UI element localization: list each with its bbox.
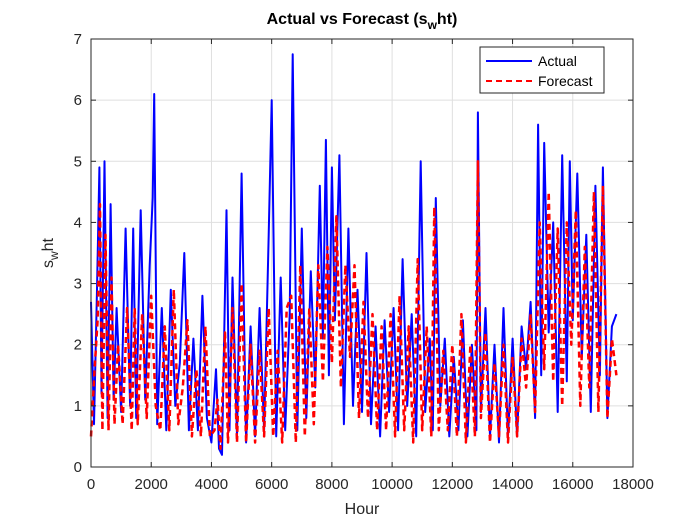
chart-title-subscript: w — [427, 18, 438, 32]
plot-frame — [90, 38, 634, 468]
y-tick-label: 7 — [74, 31, 82, 48]
x-tick-label: 6000 — [255, 476, 288, 493]
legend-label-forecast: Forecast — [538, 73, 593, 89]
x-tick-label: 10000 — [371, 476, 413, 493]
x-tick-label: 18000 — [612, 476, 654, 493]
ticks — [90, 38, 634, 468]
chart-title-main: Actual vs Forecast (s — [267, 11, 428, 28]
y-axis-label-main: s — [40, 260, 57, 268]
x-axis-label: Hour — [345, 501, 380, 518]
x-tick-label: 2000 — [135, 476, 168, 493]
x-tick-label: 12000 — [431, 476, 473, 493]
y-tick-label: 4 — [74, 214, 82, 231]
y-tick-label: 3 — [74, 276, 82, 293]
y-tick-label: 1 — [74, 398, 82, 415]
y-tick-label: 2 — [74, 337, 82, 354]
series-layer — [89, 53, 618, 456]
x-tick-label: 4000 — [195, 476, 228, 493]
chart-title-end: ht) — [437, 11, 457, 28]
y-tick-label: 0 — [74, 459, 82, 476]
chart-title: Actual vs Forecast (swht) — [267, 11, 458, 32]
y-tick-label: 6 — [74, 92, 82, 109]
y-tick-label: 5 — [74, 153, 82, 170]
y-axis-label: swht — [40, 237, 61, 268]
x-tick-label: 0 — [87, 476, 95, 493]
y-tick-labels: 0 1 2 3 4 5 6 7 — [74, 31, 82, 476]
legend: Actual Forecast — [479, 46, 605, 94]
y-axis-label-subscript: w — [47, 251, 61, 261]
x-tick-labels: 0 2000 4000 6000 8000 10000 12000 14000 16000 180… — [87, 476, 654, 493]
legend-label-actual: Actual — [538, 53, 577, 69]
x-tick-label: 14000 — [492, 476, 534, 493]
y-axis-label-end: ht — [40, 237, 57, 251]
legend-box — [479, 46, 605, 94]
x-tick-label: 16000 — [552, 476, 594, 493]
x-tick-label: 8000 — [315, 476, 348, 493]
